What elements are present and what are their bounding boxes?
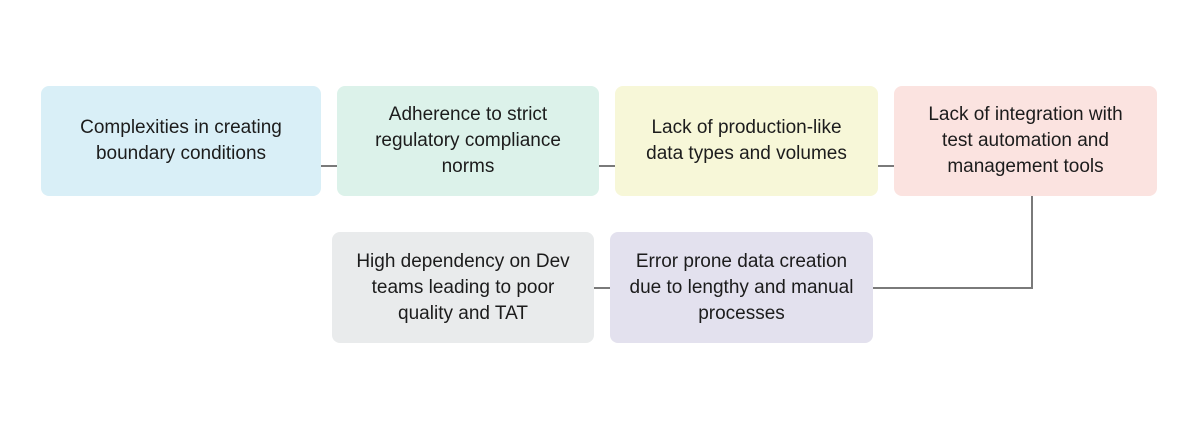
connector-5-6 <box>594 287 610 289</box>
box-integration-tools: Lack of integration with test automation… <box>894 86 1157 196</box>
box-production-like-data: Lack of production-like data types and v… <box>615 86 878 196</box>
connector-3-4 <box>878 165 894 167</box>
box-error-prone-data-creation: Error prone data creation due to lengthy… <box>610 232 873 343</box>
connector-2-3 <box>599 165 615 167</box>
connector-4-5-horizontal <box>873 287 1033 289</box>
connector-1-2 <box>321 165 337 167</box>
box-complexities-boundary-conditions: Complexities in creating boundary condit… <box>41 86 321 196</box>
box-dev-team-dependency: High dependency on Dev teams leading to … <box>332 232 594 343</box>
connector-4-5-vertical <box>1031 196 1033 289</box>
box-regulatory-compliance: Adherence to strict regulatory complianc… <box>337 86 599 196</box>
